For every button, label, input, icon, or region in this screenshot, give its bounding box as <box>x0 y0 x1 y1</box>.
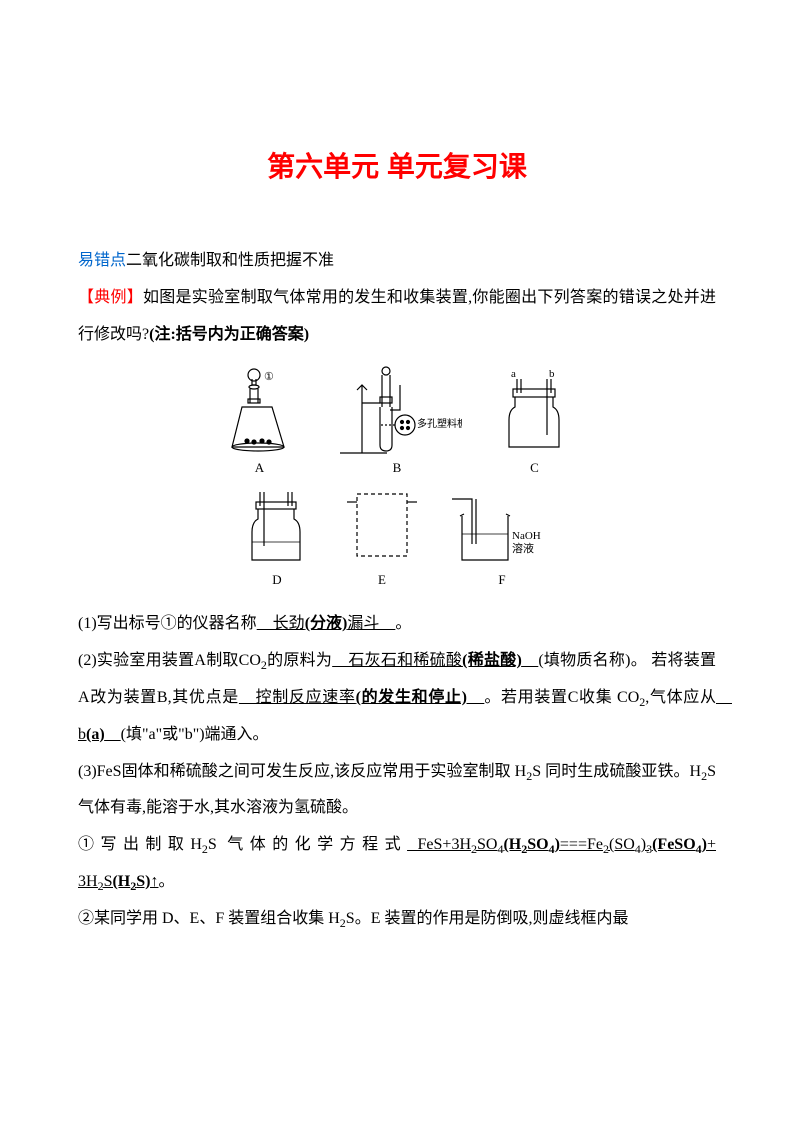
svg-text:溶液: 溶液 <box>512 541 534 555</box>
label-b: B <box>393 460 402 476</box>
diagram-row-2: D E NaOH 溶液 <box>78 484 716 588</box>
note-text: (注:括号内为正确答案) <box>149 326 309 343</box>
tube-b-icon: 多孔塑料板 <box>332 365 462 457</box>
q31-suffix: 。 <box>158 873 174 890</box>
label-e: E <box>378 572 386 588</box>
label-d: D <box>272 572 281 588</box>
flask-a-icon: ① <box>222 365 297 457</box>
q2-l2-mid2: ,气体应从 <box>645 689 716 706</box>
q2-l1-mid: 的原料为 <box>267 652 332 669</box>
svg-text:a: a <box>511 368 516 380</box>
bottle-c-icon: a b <box>497 365 572 457</box>
error-point-text: 二氧化碳制取和性质把握不准 <box>126 252 334 269</box>
svg-text:b: b <box>549 368 555 380</box>
q1-answer: 长劲(分液)漏斗 <box>257 615 396 632</box>
q31-prefix: ①写出制取H <box>78 836 202 853</box>
q2-l2-answer: 控制反应速率(的发生和停止) <box>239 689 484 706</box>
question-3: (3)FeS固体和稀硫酸之间可发生反应,该反应常用于实验室制取 H2S 同时生成… <box>78 754 716 828</box>
label-f: F <box>498 572 505 588</box>
q32-text2: S。E 装置的作用是防倒吸,则虚线框内最 <box>346 910 629 927</box>
q2-l1-answer: 石灰石和稀硫酸(稀盐酸) <box>332 652 538 669</box>
apparatus-c: a b C <box>497 365 572 476</box>
box-e-icon <box>347 484 417 569</box>
beaker-f-icon: NaOH 溶液 <box>452 484 552 569</box>
q3-mid1: S 同时生成硫酸亚铁。H <box>532 763 701 780</box>
apparatus-e: E <box>347 484 417 588</box>
svg-text:多孔塑料板: 多孔塑料板 <box>417 417 462 430</box>
label-a: A <box>255 460 264 476</box>
example-label: 【典例】 <box>78 289 143 306</box>
question-2: (2)实验室用装置A制取CO2的原料为 石灰石和稀硫酸(稀盐酸) (填物质名称)… <box>78 643 716 753</box>
q32-text: ②某同学用 D、E、F 装置组合收集 H <box>78 910 340 927</box>
error-point-label: 易错点 <box>78 252 126 269</box>
bottle-d-icon <box>242 484 312 569</box>
apparatus-f: NaOH 溶液 F <box>452 484 552 588</box>
q31-mid1: S 气体的化学方程式 <box>208 836 407 853</box>
q1-prefix: (1)写出标号①的仪器名称 <box>78 615 257 632</box>
label-c: C <box>530 460 539 476</box>
question-1: (1)写出标号①的仪器名称 长劲(分液)漏斗 。 <box>78 606 716 643</box>
q1-suffix: 。 <box>395 615 411 632</box>
q2-l1-suffix: (填物质名称)。 <box>538 652 647 669</box>
q2-l2-suffix2: (填"a"或"b")端通入。 <box>121 726 269 743</box>
question-3-1: ①写出制取H2S 气体的化学方程式 FeS+3H2SO4(H2SO4)===Fe… <box>78 827 716 901</box>
q3-prefix: (3)FeS固体和稀硫酸之间可发生反应,该反应常用于实验室制取 H <box>78 763 526 780</box>
question-3-2: ②某同学用 D、E、F 装置组合收集 H2S。E 装置的作用是防倒吸,则虚线框内… <box>78 901 716 938</box>
error-point-line: 易错点二氧化碳制取和性质把握不准 <box>78 243 716 280</box>
q2-l1-prefix: (2)实验室用装置A制取CO <box>78 652 261 669</box>
apparatus-b: 多孔塑料板 B <box>332 365 462 476</box>
apparatus-a: ① A <box>222 365 297 476</box>
apparatus-d: D <box>242 484 312 588</box>
svg-text:NaOH: NaOH <box>512 530 541 542</box>
page-title: 第六单元 单元复习课 <box>78 145 716 185</box>
svg-text:①: ① <box>264 371 274 383</box>
diagram-row-1: ① A <box>78 365 716 476</box>
example-line: 【典例】如图是实验室制取气体常用的发生和收集装置,你能圈出下列答案的错误之处并进… <box>78 280 716 354</box>
apparatus-diagram: ① A <box>78 365 716 588</box>
q2-l2-suffix: 。若用装置C收集 CO <box>484 689 639 706</box>
